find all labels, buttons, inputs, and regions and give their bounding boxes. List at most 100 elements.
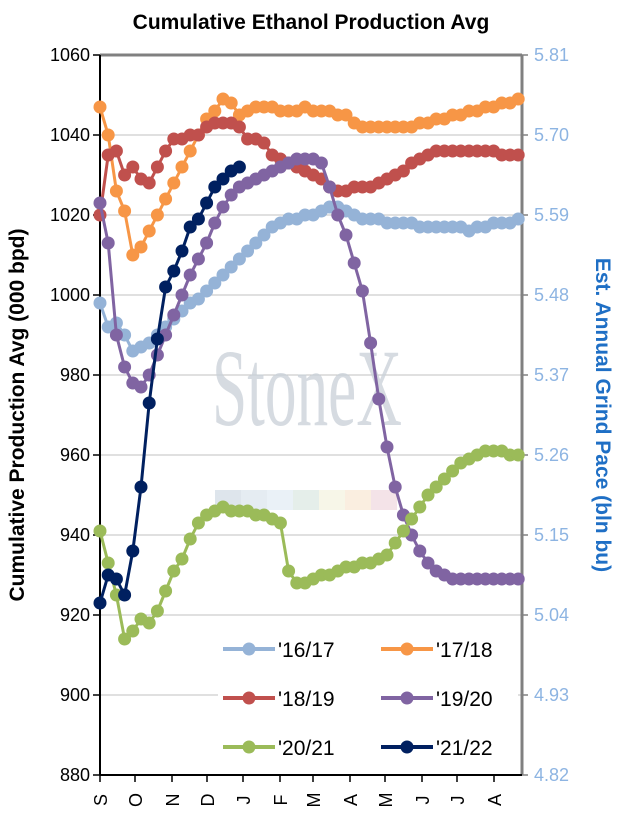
data-point (437, 472, 451, 486)
x-tick-label: M (376, 793, 396, 808)
data-point (232, 160, 246, 174)
data-point (167, 264, 181, 278)
y-tick-label: 920 (60, 605, 90, 625)
data-point (224, 260, 238, 274)
data-point (511, 148, 525, 162)
x-tick-label: J (448, 796, 468, 805)
data-point (339, 108, 353, 122)
data-point (347, 256, 361, 270)
data-point (446, 464, 460, 478)
data-point (167, 564, 181, 578)
data-point (150, 160, 164, 174)
data-point (208, 180, 222, 194)
chart-title: Cumulative Ethanol Production Avg (133, 11, 490, 34)
legend-swatch-marker (400, 642, 414, 656)
data-point (142, 176, 156, 190)
y-tick-label: 940 (60, 525, 90, 545)
data-point (511, 92, 525, 106)
data-point (159, 192, 173, 206)
data-point (388, 480, 402, 494)
data-point (159, 144, 173, 158)
data-point (118, 360, 132, 374)
data-point (175, 244, 189, 258)
data-point (314, 156, 328, 170)
data-point (159, 280, 173, 294)
data-point (134, 240, 148, 254)
legend-label: '20/21 (278, 737, 335, 760)
y2-tick-label: 5.81 (534, 45, 569, 65)
data-point (134, 380, 148, 394)
data-point (93, 100, 107, 114)
series-2021 (93, 444, 525, 646)
data-point (257, 136, 271, 150)
data-point (142, 224, 156, 238)
x-tick-label: A (341, 794, 361, 806)
data-point (200, 196, 214, 210)
legend-label: '18/19 (278, 688, 335, 711)
data-point (208, 104, 222, 118)
series-1819 (93, 116, 525, 222)
data-point (126, 544, 140, 558)
data-point (93, 524, 107, 538)
data-point (200, 236, 214, 250)
data-point (118, 588, 132, 602)
legend-swatch-marker (242, 691, 256, 705)
y2-axis-label: Est. Annual Grind Pace (bln bu) (591, 258, 614, 572)
data-point (216, 200, 230, 214)
y-tick-label: 1060 (50, 45, 90, 65)
x-tick-label: F (271, 795, 291, 806)
data-point (421, 556, 435, 570)
data-point (216, 172, 230, 186)
y-tick-label: 1020 (50, 205, 90, 225)
data-point (167, 308, 181, 322)
x-tick-label: N (163, 794, 183, 807)
data-point (93, 296, 107, 310)
legend-item: '20/21 (223, 737, 335, 760)
data-point (380, 440, 394, 454)
legend-swatch-marker (242, 740, 256, 754)
data-point (191, 292, 205, 306)
data-point (355, 284, 369, 298)
y-tick-label: 1000 (50, 285, 90, 305)
data-point (93, 596, 107, 610)
data-point (331, 208, 345, 222)
data-point (150, 604, 164, 618)
y2-tick-label: 5.48 (534, 285, 569, 305)
y2-tick-label: 5.70 (534, 125, 569, 145)
data-point (241, 244, 255, 258)
legend: '16/17 '17/18 '18/19 '19/20 '20/21 '21/22 (218, 628, 518, 770)
data-point (323, 180, 337, 194)
data-point (257, 228, 271, 242)
y2-tick-label: 5.15 (534, 525, 569, 545)
data-point (388, 536, 402, 550)
legend-item: '19/20 (381, 688, 493, 711)
data-point (511, 572, 525, 586)
legend-label: '21/22 (436, 737, 493, 760)
data-point (364, 336, 378, 350)
legend-item: '17/18 (381, 639, 493, 662)
data-point (200, 284, 214, 298)
series-2122 (93, 160, 246, 610)
legend-label: '17/18 (436, 639, 493, 662)
data-point (339, 228, 353, 242)
data-point (109, 572, 123, 586)
data-point (421, 488, 435, 502)
x-tick-label: D (198, 794, 218, 807)
data-point (126, 160, 140, 174)
legend-swatch-marker (400, 740, 414, 754)
data-point (511, 212, 525, 226)
y2-tick-label: 5.37 (534, 365, 569, 385)
data-point (413, 544, 427, 558)
data-point (191, 128, 205, 142)
data-point (282, 564, 296, 578)
data-point (405, 512, 419, 526)
series-1718 (93, 92, 525, 262)
data-point (93, 196, 107, 210)
y-tick-label: 1040 (50, 125, 90, 145)
data-point (175, 288, 189, 302)
legend-label: '16/17 (278, 639, 335, 662)
x-tick-label: M (304, 793, 324, 808)
axes: 880 4.82 900 4.93 920 5.04 940 5.15 960 5.26 980 5.… (50, 45, 569, 808)
data-point (208, 216, 222, 230)
